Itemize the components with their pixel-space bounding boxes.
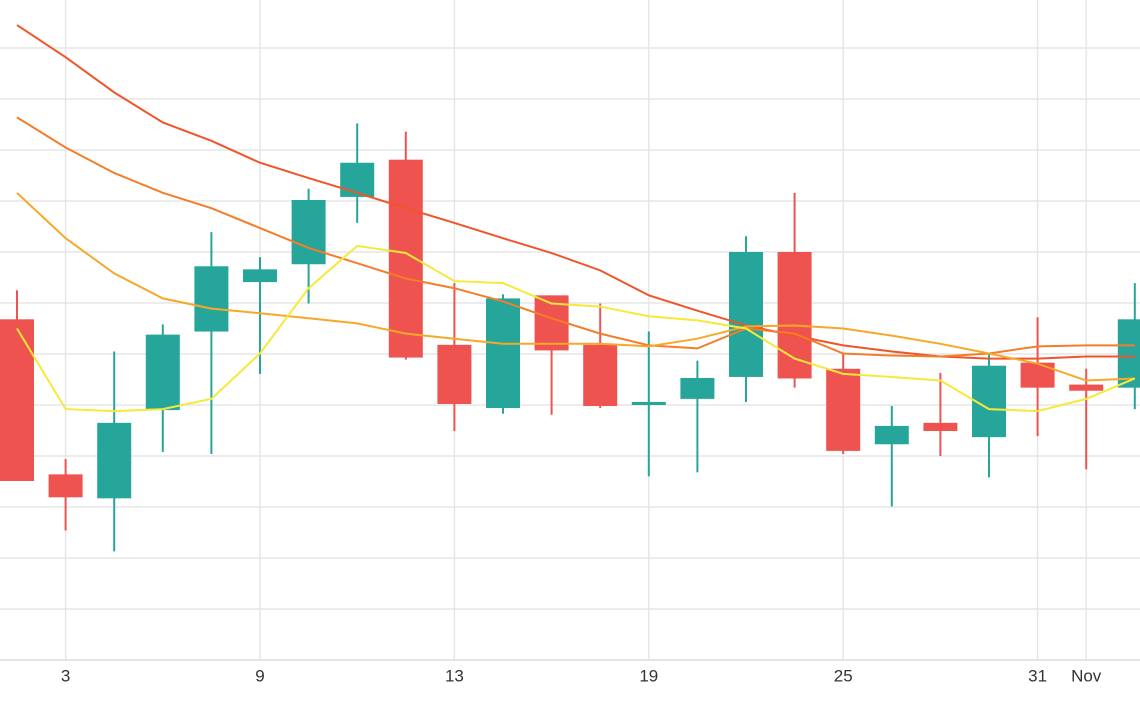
candle-body: [0, 319, 34, 481]
x-tick-label: Nov: [1071, 666, 1102, 685]
candle-body: [1069, 384, 1104, 391]
candle-body: [145, 334, 180, 411]
x-tick-label: 31: [1028, 666, 1047, 685]
candle-body: [243, 269, 277, 283]
moving-average-line: [16, 192, 1135, 382]
candle-body: [729, 252, 763, 377]
candle-body: [874, 425, 909, 445]
candle-body: [923, 422, 958, 432]
candle-body: [826, 368, 861, 451]
candle-body: [486, 298, 520, 409]
moving-average-line: [16, 24, 1135, 360]
x-tick-label: 13: [445, 666, 464, 685]
candle-body: [1117, 319, 1140, 388]
candle-body: [631, 401, 666, 405]
candle-body: [48, 474, 83, 498]
candle-body: [680, 377, 715, 399]
candle-body: [97, 422, 132, 499]
candle-body: [583, 344, 618, 407]
candle-body: [1020, 362, 1055, 388]
candle-body: [437, 344, 472, 404]
candle-body: [777, 252, 812, 379]
candle-body: [340, 162, 375, 197]
x-tick-label: 25: [834, 666, 853, 685]
x-tick-label: 19: [639, 666, 658, 685]
candle-body: [291, 199, 326, 265]
x-tick-label: 3: [61, 666, 70, 685]
x-tick-label: 9: [255, 666, 264, 685]
moving-average-line: [16, 116, 1135, 358]
candle-body: [388, 159, 423, 358]
candle-body: [194, 266, 229, 332]
moving-average-line: [16, 244, 1136, 413]
